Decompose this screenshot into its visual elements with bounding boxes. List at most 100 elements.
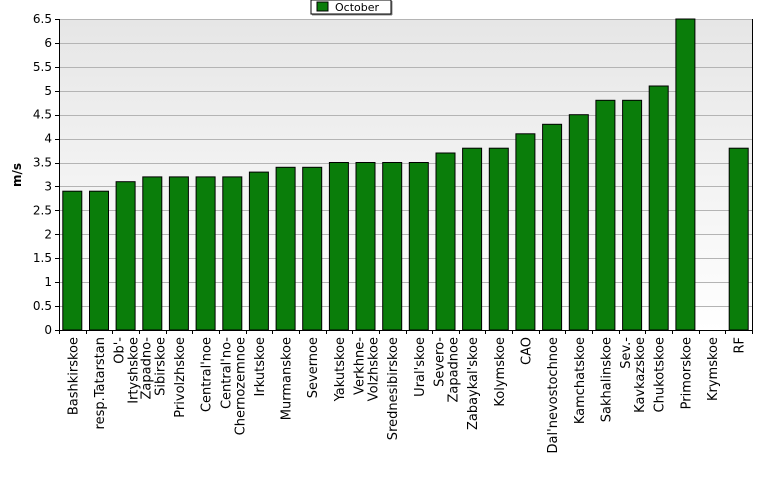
y-tick-label: 2.5 — [33, 203, 52, 217]
x-tick-label: Zabaykal'skoe — [466, 337, 481, 430]
x-tick-label-line: Kolymskoe — [493, 337, 508, 407]
bar[interactable] — [462, 147, 483, 331]
x-tick-label-line: Srednesibirskoe — [386, 337, 401, 440]
bar[interactable] — [89, 190, 109, 331]
bar[interactable] — [675, 18, 696, 331]
x-tick-label-line: Sakhalinskoe — [599, 337, 614, 422]
x-tick-label-line: Bashkirskoe — [66, 337, 81, 415]
x-tick-label: Privolzhskoe — [173, 337, 188, 418]
legend-box — [310, 0, 392, 15]
y-tick-label: 2 — [44, 227, 52, 241]
x-tick-label: CAO — [519, 337, 534, 365]
bar[interactable] — [195, 176, 216, 331]
y-tick-label: 1 — [44, 275, 52, 289]
y-tick-label: 6.5 — [33, 12, 52, 26]
bar[interactable] — [382, 162, 403, 331]
x-tick-label-line: Yakutskoe — [333, 337, 348, 402]
plot-area — [59, 19, 752, 330]
x-tick-labels: Bashkirskoe resp.Tatarstan Ob'- IrtyshskoeZ… — [66, 337, 747, 454]
x-tick-label-line: Verkhne- — [353, 337, 368, 395]
legend-label: October — [335, 1, 379, 14]
x-tick-label: Central'no- Chernozemnoe — [219, 337, 248, 436]
bar[interactable] — [328, 162, 349, 331]
x-tick-label-line: Chernozemnoe — [233, 337, 248, 435]
x-tick-label-line: Sibirskoe — [153, 337, 168, 396]
bar[interactable] — [648, 85, 669, 331]
x-tick-label: Chukotskoe — [653, 337, 668, 412]
bar[interactable] — [728, 147, 749, 331]
bar[interactable] — [248, 171, 269, 331]
bar[interactable] — [435, 152, 456, 331]
x-tick-label-line: resp.Tatarstan — [93, 337, 108, 429]
bar[interactable] — [222, 176, 243, 331]
bar[interactable] — [142, 176, 163, 331]
x-tick-label-line: Chukotskoe — [653, 337, 668, 412]
x-tick-label-line: Severnoe — [306, 337, 321, 398]
x-tick-label-line: RF — [733, 337, 748, 354]
x-tick-label: Zapadno- Sibirskoe — [139, 337, 168, 400]
bar[interactable] — [275, 166, 296, 331]
x-tick-label-line: Volzhskoe — [367, 337, 382, 401]
x-tick-label: Kolymskoe — [493, 337, 508, 407]
x-tick-label-line: Kavkazskoe — [633, 337, 648, 413]
x-tick-label-line: Ural'skoe — [413, 337, 428, 397]
bar[interactable] — [355, 162, 376, 331]
x-tick-label-line: Irkutskoe — [253, 337, 268, 396]
legend-swatch — [316, 1, 329, 12]
x-tick-label-line: Primorskoe — [679, 337, 694, 409]
bar[interactable] — [515, 133, 536, 331]
x-tick-label: Murmanskoe — [280, 337, 295, 420]
x-tick-label-line: CAO — [519, 337, 534, 365]
x-tick-label-line: Krymskoe — [706, 337, 721, 401]
x-tick-label-line: Dal'nevostochnoe — [546, 337, 561, 453]
x-tick-label-line: Murmanskoe — [280, 337, 295, 420]
x-tick-label-line: Zapadno- — [139, 337, 154, 400]
bar[interactable] — [115, 181, 136, 331]
bar[interactable] — [568, 114, 589, 331]
x-tick-label: Primorskoe — [679, 337, 694, 409]
y-tick-labels: 0 0.5 1 1.5 2 2.5 3 3.5 4 4.5 5 5.5 6 6.5 — [33, 12, 52, 337]
x-tick-label: Yakutskoe — [333, 337, 348, 402]
bar[interactable] — [595, 99, 616, 331]
x-tick-label: Kamchatskoe — [573, 337, 588, 424]
y-tick-label: 6 — [44, 36, 52, 50]
y-tick-label: 4 — [44, 132, 52, 146]
bar[interactable] — [408, 162, 429, 331]
bar[interactable] — [168, 176, 189, 331]
x-tick-label-line: Kamchatskoe — [573, 337, 588, 424]
y-axis-title: m/s — [10, 163, 24, 187]
x-tick-label: Irkutskoe — [253, 337, 268, 396]
x-tick-label-line: Severo- — [433, 337, 448, 387]
x-tick-label-line: Privolzhskoe — [173, 337, 188, 418]
x-tick-label-line: Irtyshskoe — [127, 337, 142, 404]
x-tick-label: Sev.- Kavkazskoe — [619, 337, 648, 413]
x-tick-label: RF — [733, 337, 748, 354]
x-tick-label: Dal'nevostochnoe — [546, 337, 561, 453]
x-tick-label: Krymskoe — [706, 337, 721, 401]
bar[interactable] — [622, 99, 643, 331]
y-tick-label: 4.5 — [33, 108, 52, 122]
x-tick-label-line: Central'noe — [200, 337, 215, 412]
legend[interactable]: October — [310, 0, 393, 16]
axes — [55, 19, 753, 334]
bars — [62, 18, 749, 331]
bar[interactable] — [302, 166, 323, 331]
x-tick-label-line: Ob'- — [113, 337, 128, 364]
bar[interactable] — [62, 190, 83, 331]
x-tick-label-line: Sev.- — [619, 337, 634, 369]
y-tick-label: 5.5 — [33, 60, 52, 74]
y-tick-label: 3 — [44, 180, 52, 194]
bar[interactable] — [542, 123, 563, 331]
x-tick-label: Sakhalinskoe — [599, 337, 614, 422]
x-tick-label: Ob'- Irtyshskoe — [113, 337, 142, 404]
y-tick-label: 3.5 — [33, 156, 52, 170]
bar[interactable] — [488, 147, 509, 331]
x-tick-label: Severnoe — [306, 337, 321, 398]
x-tick-label-line: Central'no- — [219, 337, 234, 409]
y-tick-label: 1.5 — [33, 251, 52, 265]
y-tick-label: 0 — [44, 323, 52, 337]
y-tick-label: 0.5 — [33, 299, 52, 313]
x-tick-label: Verkhne- Volzhskoe — [353, 337, 382, 402]
